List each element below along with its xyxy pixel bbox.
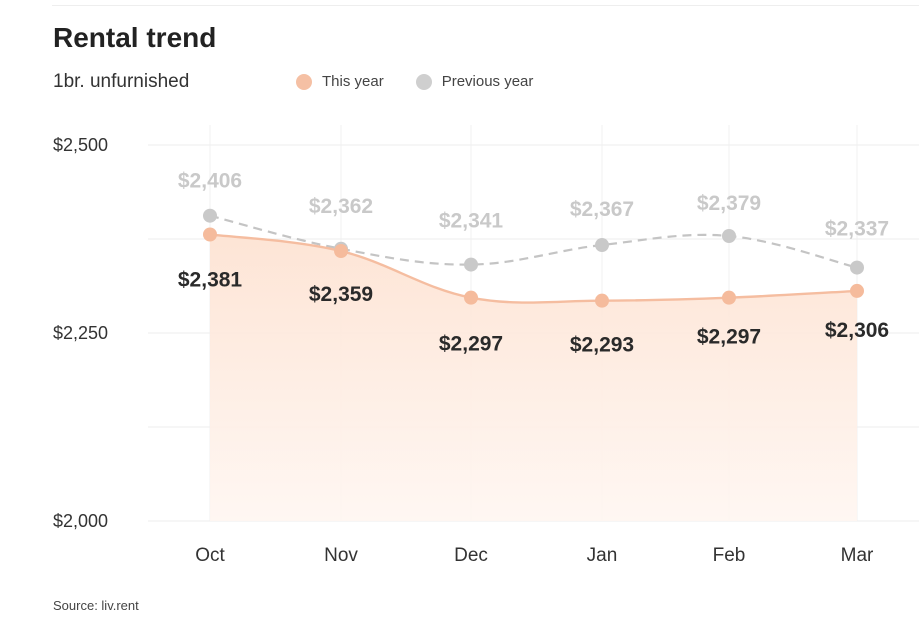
x-tick-label: Jan (587, 545, 618, 566)
legend-swatch-this-year (296, 73, 312, 90)
legend-item-this-year[interactable]: This year (296, 73, 384, 90)
point-this-year (203, 227, 217, 242)
legend-label-previous-year: Previous year (441, 73, 534, 90)
data-label-previous-year: $2,379 (697, 192, 761, 215)
x-tick-label: Mar (841, 545, 874, 566)
data-label-this-year: $2,293 (570, 334, 634, 357)
line-this-year (209, 233, 858, 304)
data-label-previous-year: $2,362 (309, 195, 373, 218)
chart-legend: This year Previous year (296, 73, 533, 90)
area-this-year (210, 234, 857, 521)
data-label-previous-year: $2,367 (570, 198, 634, 221)
point-this-year (464, 290, 478, 305)
point-previous-year (203, 208, 217, 223)
x-tick-label: Feb (713, 545, 746, 566)
data-label-previous-year: $2,406 (178, 170, 242, 193)
x-tick-label: Nov (324, 545, 358, 566)
y-tick-label: $2,000 (53, 511, 108, 531)
point-this-year (722, 290, 736, 305)
y-tick-label: $2,250 (53, 323, 108, 343)
top-divider (52, 5, 919, 6)
data-label-this-year: $2,297 (439, 333, 503, 356)
data-label-this-year: $2,359 (309, 283, 373, 306)
legend-swatch-previous-year (415, 73, 432, 90)
legend-label-this-year: This year (322, 73, 384, 90)
line-previous-year (209, 214, 858, 269)
data-label-this-year: $2,381 (178, 268, 243, 291)
point-previous-year (595, 238, 609, 253)
data-label-this-year: $2,297 (697, 326, 761, 349)
point-this-year (334, 244, 348, 259)
point-previous-year (464, 257, 478, 272)
chart-title: Rental trend (53, 22, 217, 53)
x-tick-label: Oct (195, 545, 225, 566)
source-note: Source: liv.rent (53, 598, 139, 613)
data-label-this-year: $2,306 (825, 319, 889, 342)
point-previous-year (722, 228, 736, 243)
data-label-previous-year: $2,341 (439, 210, 504, 233)
data-label-previous-year: $2,337 (825, 218, 889, 241)
legend-item-previous-year[interactable]: Previous year (415, 73, 534, 90)
chart-subtitle: 1br. unfurnished (53, 71, 190, 92)
point-this-year (850, 283, 864, 298)
y-tick-label: $2,500 (53, 135, 108, 155)
x-tick-label: Dec (454, 545, 488, 566)
point-previous-year (850, 260, 864, 275)
point-this-year (595, 293, 609, 308)
